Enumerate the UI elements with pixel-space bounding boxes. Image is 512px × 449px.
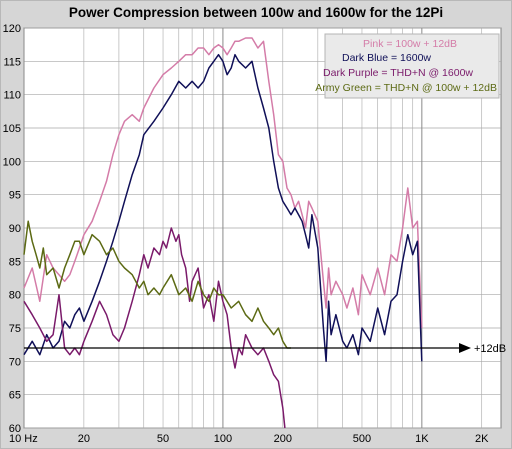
x-tick-label: 100 bbox=[214, 433, 232, 445]
x-tick-label: 20 bbox=[78, 433, 90, 445]
legend: Pink = 100w + 12dB Dark Blue = 1600w Dar… bbox=[315, 33, 500, 99]
y-tick-label: 120 bbox=[3, 23, 21, 35]
y-tick-label: 60 bbox=[9, 423, 21, 435]
y-tick-label: 110 bbox=[3, 90, 21, 102]
legend-entry-army-green: Army Green = THD+N @ 100w + 12dB bbox=[315, 82, 497, 94]
legend-entry-dark-blue: Dark Blue = 1600w bbox=[342, 52, 431, 64]
y-axis-ticks: 60 65 70 75 80 85 90 95 100 105 110 115 120 bbox=[3, 23, 21, 435]
legend-box bbox=[324, 33, 500, 99]
series-line-army-green bbox=[23, 220, 291, 349]
y-tick-label: 115 bbox=[3, 56, 21, 68]
y-tick-label: 75 bbox=[9, 323, 21, 335]
x-tick-label: 10 Hz bbox=[9, 433, 38, 445]
y-tick-label: 70 bbox=[9, 356, 21, 368]
grid bbox=[23, 27, 501, 429]
legend-entry-dark-purple: Dark Purple = THD+N @ 1600w bbox=[323, 67, 473, 79]
y-tick-label: 105 bbox=[3, 123, 21, 135]
y-tick-label: 95 bbox=[9, 190, 21, 202]
series-line-dark-purple bbox=[23, 227, 286, 429]
arrow-icon bbox=[459, 343, 471, 353]
x-tick-label: 2K bbox=[475, 433, 489, 445]
y-tick-label: 85 bbox=[9, 256, 21, 268]
legend-entry-pink: Pink = 100w + 12dB bbox=[363, 38, 457, 50]
reference-label: +12dB bbox=[474, 343, 506, 355]
x-tick-label: 1K bbox=[415, 433, 429, 445]
series-line-dark-blue bbox=[23, 53, 423, 363]
series-line-pink bbox=[23, 37, 423, 329]
y-tick-label: 90 bbox=[9, 223, 21, 235]
y-tick-label: 80 bbox=[9, 290, 21, 302]
x-tick-label: 500 bbox=[353, 433, 371, 445]
annotation-group: +12dB bbox=[24, 343, 506, 355]
chart-title: Power Compression between 100w and 1600w… bbox=[69, 5, 443, 20]
x-axis-ticks: 10 Hz 20 50 100 200 500 1K 2K bbox=[9, 433, 489, 445]
y-tick-label: 65 bbox=[9, 390, 21, 402]
series-group bbox=[23, 37, 423, 429]
x-tick-label: 50 bbox=[157, 433, 169, 445]
y-tick-label: 100 bbox=[3, 156, 21, 168]
x-tick-label: 200 bbox=[274, 433, 292, 445]
